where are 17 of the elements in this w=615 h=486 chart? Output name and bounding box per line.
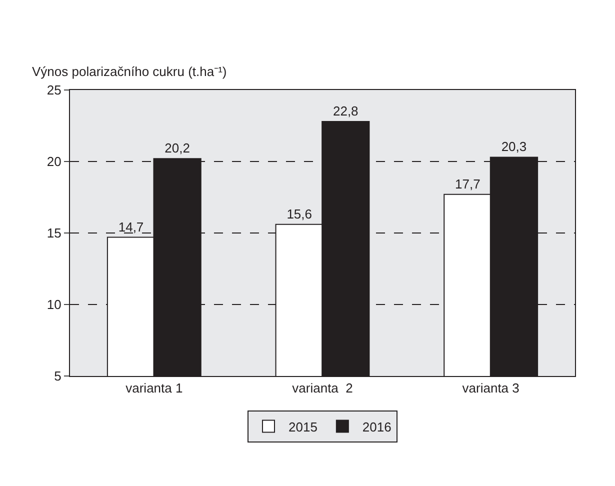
y-tick-label: 5 [54, 368, 62, 384]
data-label: 17,7 [455, 176, 480, 192]
data-label: 14,7 [118, 219, 144, 234]
data-label: 22,8 [332, 103, 358, 118]
y-axis-title: Výnos polarizačního cukru (t.ha⁻¹) [32, 64, 227, 79]
x-tick-label: varianta 1 [126, 380, 183, 396]
data-label: 15,6 [286, 206, 312, 222]
y-tick-label: 25 [46, 82, 62, 98]
x-tick-label: varianta 2 [292, 380, 353, 396]
legend-label: 2016 [362, 419, 392, 434]
y-tick-label: 15 [46, 226, 62, 241]
y-tick-label: 20 [46, 154, 62, 170]
data-label: 20,3 [501, 139, 527, 154]
x-tick-label: varianta 3 [462, 380, 520, 396]
legend-label: 2015 [288, 419, 318, 434]
data-label: 20,2 [164, 140, 190, 156]
y-tick-label: 10 [46, 297, 62, 312]
